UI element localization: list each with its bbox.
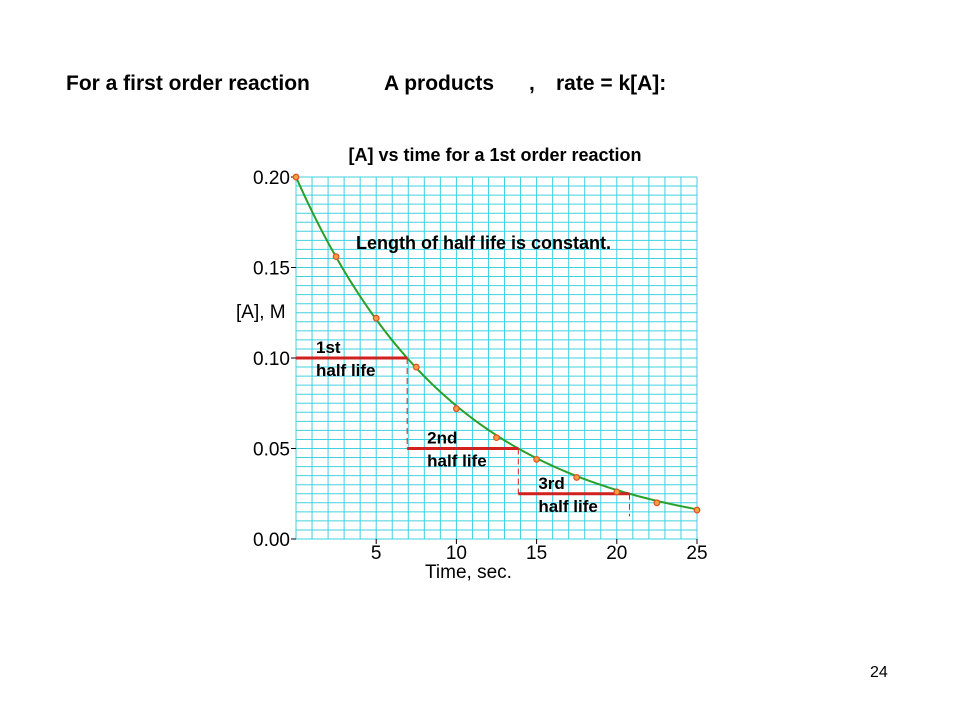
half-life-label-ordinal: 2nd: [427, 429, 457, 448]
heading-rate: rate = k[A]:: [556, 72, 667, 95]
x-tick-label: 10: [446, 543, 467, 564]
data-point: [573, 474, 581, 481]
data-point: [453, 405, 460, 413]
heading-reaction: A products: [384, 72, 495, 95]
chart-text: 0.00 0.05 0.10 0.15 0.20 5 10 15 20 25 [A], M Time,…: [236, 145, 708, 583]
page-number: 24: [870, 664, 888, 681]
decay-curve-layer: [295, 176, 698, 511]
data-point: [493, 434, 500, 442]
data-point: [372, 314, 380, 322]
x-tick-label: 15: [526, 543, 547, 564]
x-axis-label: Time, sec.: [425, 562, 512, 583]
heading-comma: ,: [529, 72, 535, 95]
data-point: [653, 499, 661, 507]
y-tick-label: 0.15: [253, 259, 290, 280]
half-life-label-text: half life: [538, 497, 598, 516]
data-point: [292, 173, 300, 181]
half-life-label-text: half life: [427, 452, 487, 471]
data-point: [412, 363, 420, 371]
y-tick-label: 0.05: [253, 440, 290, 461]
half-life-markers: [296, 356, 630, 517]
heading-prefix: For a first order reaction: [66, 72, 310, 95]
half-life-label-ordinal: 1st: [316, 338, 341, 357]
chart-grid: [295, 176, 698, 540]
data-point: [533, 455, 540, 463]
x-tick-label: 25: [686, 543, 707, 564]
chart-title: [A] vs time for a 1st order reaction: [348, 145, 641, 165]
data-points: [292, 173, 701, 514]
data-point: [693, 506, 701, 514]
x-tick-label: 5: [371, 543, 382, 564]
half-life-label-ordinal: 3rd: [538, 474, 564, 493]
y-tick-label: 0.20: [253, 168, 290, 189]
half-life-label-text: half life: [316, 361, 376, 380]
x-tick-label: 20: [606, 543, 627, 564]
data-point: [613, 488, 621, 496]
y-axis-label: [A], M: [236, 302, 286, 323]
data-point: [332, 253, 340, 261]
decay-curve: [295, 176, 698, 511]
y-tick-label: 0.00: [253, 530, 290, 551]
y-tick-label: 0.10: [253, 349, 290, 370]
chart-annotation: Length of half life is constant.: [356, 233, 611, 253]
